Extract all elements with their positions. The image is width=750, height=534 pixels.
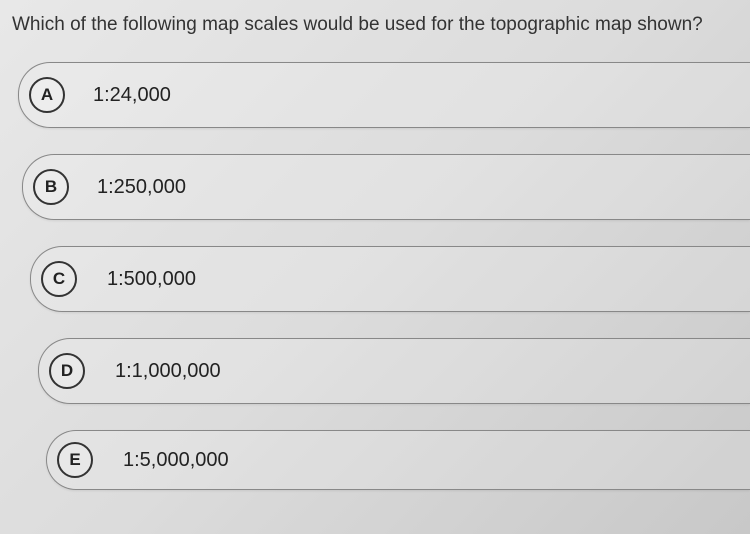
option-letter-b: B: [33, 169, 69, 205]
option-letter-d: D: [49, 353, 85, 389]
option-d[interactable]: D 1:1,000,000: [38, 338, 750, 404]
option-a[interactable]: A 1:24,000: [18, 62, 750, 128]
option-letter-a: A: [29, 77, 65, 113]
option-label-c: 1:500,000: [107, 268, 196, 291]
option-c[interactable]: C 1:500,000: [30, 246, 750, 312]
option-letter-e: E: [57, 442, 93, 478]
option-b[interactable]: B 1:250,000: [22, 154, 750, 220]
question-text: Which of the following map scales would …: [0, 0, 750, 44]
option-label-d: 1:1,000,000: [115, 360, 221, 383]
option-e[interactable]: E 1:5,000,000: [46, 430, 750, 490]
option-label-b: 1:250,000: [97, 176, 186, 199]
option-letter-c: C: [41, 261, 77, 297]
option-label-a: 1:24,000: [93, 84, 171, 107]
options-list: A 1:24,000 B 1:250,000 C 1:500,000 D 1:1…: [0, 44, 750, 490]
option-label-e: 1:5,000,000: [123, 449, 229, 472]
